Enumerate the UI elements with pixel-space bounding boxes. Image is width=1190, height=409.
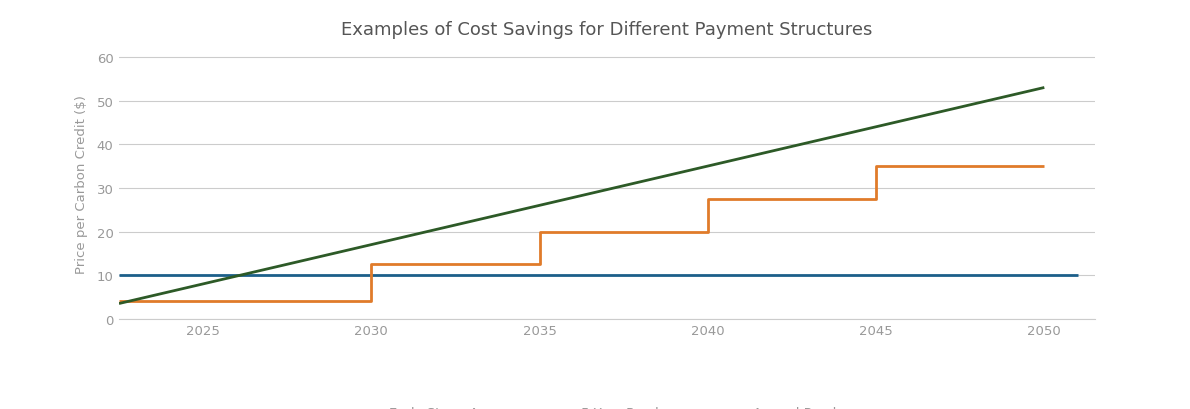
Line: 5 Year Purchase: 5 Year Purchase — [119, 166, 1045, 301]
Title: Examples of Cost Savings for Different Payment Structures: Examples of Cost Savings for Different P… — [342, 21, 872, 39]
5 Year Purchase — [668, 229, 682, 234]
5 Year Purchase — [532, 262, 546, 267]
5 Year Purchase — [364, 299, 378, 304]
5 Year Purchase — [499, 262, 513, 267]
5 Year Purchase — [499, 262, 513, 267]
5 Year Purchase — [112, 299, 126, 304]
5 Year Purchase — [701, 197, 715, 202]
5 Year Purchase — [331, 299, 345, 304]
5 Year Purchase — [869, 197, 883, 202]
5 Year Purchase — [835, 197, 850, 202]
Legend: Early Stage Access, 5 Year Purchase, Annual Purchase: Early Stage Access, 5 Year Purchase, Ann… — [344, 401, 870, 409]
Y-axis label: Price per Carbon Credit ($): Price per Carbon Credit ($) — [75, 95, 88, 273]
5 Year Purchase — [532, 229, 546, 234]
5 Year Purchase — [668, 229, 682, 234]
5 Year Purchase — [364, 262, 378, 267]
5 Year Purchase — [835, 197, 850, 202]
5 Year Purchase — [869, 164, 883, 169]
5 Year Purchase — [701, 229, 715, 234]
5 Year Purchase — [331, 299, 345, 304]
5 Year Purchase — [1038, 164, 1052, 169]
